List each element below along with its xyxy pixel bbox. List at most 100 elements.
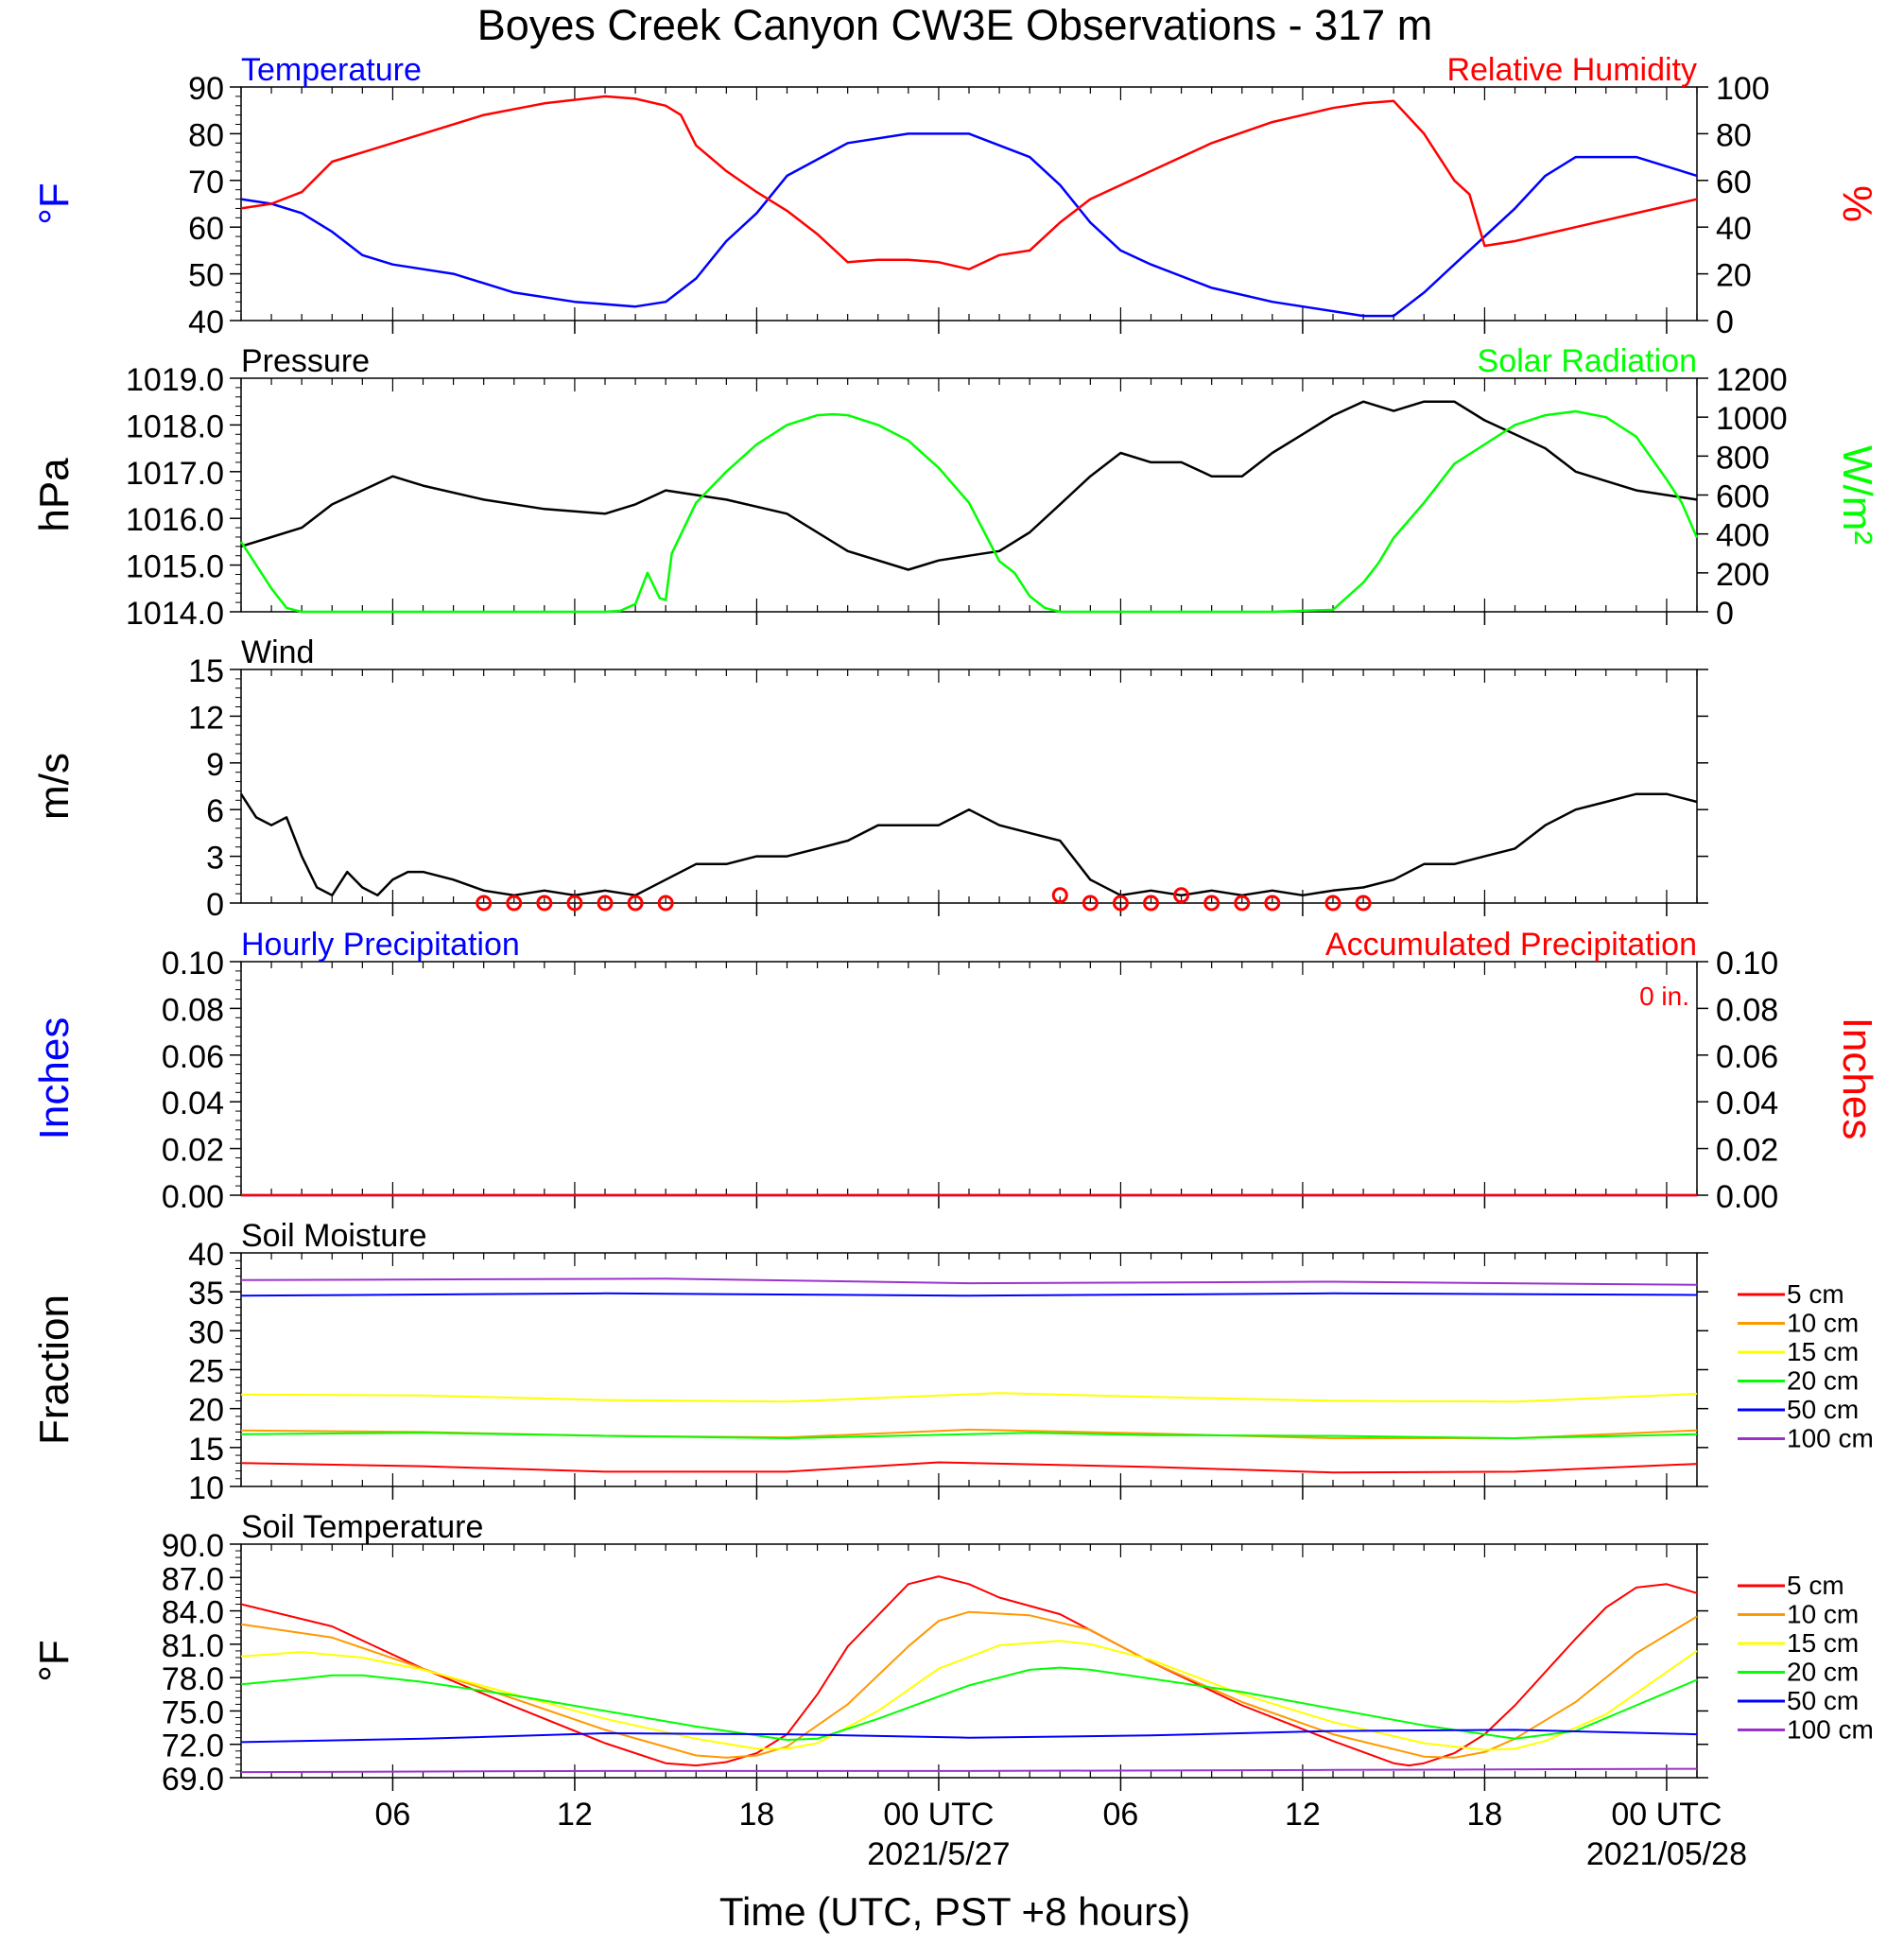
y-tick-label-left: 25 (188, 1354, 224, 1390)
series-line-0 (240, 400, 1698, 571)
x-tick-label: 00 UTC (883, 1797, 994, 1833)
series-line-50-cm (240, 1292, 1698, 1297)
y-tick-label-left: 3 (206, 841, 224, 877)
y-tick-label-right: 40 (1716, 211, 1752, 247)
legend-label: 20 cm (1787, 1366, 1859, 1396)
series-line-20-cm (240, 1432, 1698, 1439)
calm-wind-marker (1264, 895, 1281, 912)
panel-soil-temperature: 90.087.084.081.078.075.072.069.0 Soil Tem… (31, 1509, 1874, 1798)
y-tick-label-left: 1015.0 (126, 549, 224, 585)
calm-wind-marker (1143, 895, 1159, 912)
legend-label: 20 cm (1787, 1658, 1859, 1687)
calm-wind-marker (597, 895, 614, 912)
y-axis-label-right: W/m² (1834, 445, 1880, 545)
y-tick-label-left: 87.0 (162, 1561, 224, 1597)
series-line-0 (239, 792, 1698, 897)
y-tick-label-left: 72.0 (162, 1729, 224, 1764)
calm-wind-marker (536, 895, 553, 912)
figure-title: Boyes Creek Canyon CW3E Observations - 3… (477, 1, 1432, 49)
x-tick-label: 12 (1285, 1797, 1321, 1833)
y-tick-label-left: 0.04 (162, 1086, 224, 1121)
y-tick-label-left: 60 (188, 211, 224, 247)
calm-wind-marker (1203, 895, 1220, 912)
calm-wind-marker (566, 895, 583, 912)
x-axis-title: Time (UTC, PST +8 hours) (719, 1889, 1190, 1934)
panel-title-left: Soil Moisture (241, 1218, 427, 1254)
x-tick-label: 00 UTC (1611, 1797, 1722, 1833)
y-axis-label-left: °F (31, 182, 78, 224)
series-line-20-cm (240, 1666, 1698, 1741)
y-axis-label-left: °F (31, 1640, 78, 1681)
y-tick-label-left: 69.0 (162, 1762, 224, 1798)
x-tick-label: 18 (1467, 1797, 1503, 1833)
legend-label: 100 cm (1787, 1715, 1874, 1745)
calm-wind-marker (1324, 895, 1341, 912)
calm-wind-marker (476, 895, 493, 912)
series-line-1 (239, 409, 1699, 614)
legend-label: 10 cm (1787, 1309, 1859, 1338)
y-tick-label-left: 81.0 (162, 1628, 224, 1664)
y-tick-label-left: 75.0 (162, 1694, 224, 1730)
calm-wind-marker (657, 895, 674, 912)
legend-label: 5 cm (1787, 1571, 1844, 1600)
x-tick-label: 06 (1103, 1797, 1139, 1833)
calm-wind-marker (1082, 895, 1099, 912)
y-tick-label-right: 60 (1716, 165, 1752, 200)
y-tick-label-left: 0.08 (162, 992, 224, 1028)
series-line-100-cm (240, 1767, 1698, 1774)
legend-label: 5 cm (1787, 1279, 1844, 1309)
y-tick-label-right: 0.00 (1716, 1179, 1778, 1215)
x-date-label: 2021/05/28 (1586, 1836, 1747, 1872)
series-line-10-cm (240, 1610, 1698, 1759)
x-date-label: 2021/5/27 (867, 1836, 1010, 1872)
y-axis-label-left: Inches (31, 1017, 78, 1140)
series-line-5-cm (240, 1461, 1698, 1474)
y-tick-label-left: 9 (206, 747, 224, 783)
y-tick-label-right: 1200 (1716, 362, 1788, 398)
panel-title-left: Soil Temperature (241, 1509, 483, 1545)
y-tick-label-left: 15 (188, 653, 224, 689)
y-tick-label-left: 90 (188, 71, 224, 107)
series-line-5-cm (240, 1575, 1698, 1767)
x-tick-label: 12 (557, 1797, 593, 1833)
y-tick-label-left: 1014.0 (126, 596, 224, 632)
y-tick-label-left: 35 (188, 1276, 224, 1312)
series-line-0 (240, 132, 1698, 318)
series-line-1 (240, 95, 1698, 270)
y-tick-label-left: 78.0 (162, 1661, 224, 1697)
y-tick-label-right: 0.02 (1716, 1133, 1778, 1169)
legend-label: 50 cm (1787, 1686, 1859, 1715)
calm-wind-marker (506, 895, 523, 912)
y-tick-label-left: 12 (188, 700, 224, 736)
y-tick-label-right: 80 (1716, 117, 1752, 153)
y-tick-label-left: 0.00 (162, 1179, 224, 1215)
panel-title-right: Accumulated Precipitation (1325, 927, 1697, 963)
y-tick-label-right: 400 (1716, 518, 1770, 554)
panel-title-right: Solar Radiation (1478, 343, 1697, 379)
y-tick-label-left: 40 (188, 1237, 224, 1273)
panel-title-right: Relative Humidity (1446, 52, 1697, 88)
y-tick-label-left: 0 (206, 887, 224, 923)
plot-frame (240, 669, 1698, 904)
x-tick-label: 18 (739, 1797, 775, 1833)
calm-wind-marker (627, 895, 644, 912)
legend-label: 10 cm (1787, 1600, 1859, 1629)
y-tick-label-left: 90.0 (162, 1528, 224, 1564)
panel-title-left: Pressure (241, 343, 370, 379)
panel-temperature-humidity: 90 80 70 60 50 40 100 80 60 40 20 0 Temperature Relat… (31, 52, 1880, 340)
y-tick-label-right: 800 (1716, 440, 1770, 476)
plot-frame (240, 1252, 1698, 1487)
y-axis-label-right: Inches (1834, 1017, 1880, 1140)
y-tick-label-left: 20 (188, 1393, 224, 1429)
y-tick-label-left: 0.02 (162, 1133, 224, 1169)
calm-wind-marker (1173, 887, 1190, 904)
y-tick-label-left: 10 (188, 1470, 224, 1506)
y-axis-label-left: Fraction (31, 1294, 78, 1445)
y-tick-label-left: 1019.0 (126, 362, 224, 398)
series-line-50-cm (240, 1729, 1698, 1744)
y-tick-label-left: 1018.0 (126, 408, 224, 444)
series-line-15-cm (240, 1392, 1698, 1403)
x-tick-label: 06 (375, 1797, 411, 1833)
y-tick-label-right: 600 (1716, 479, 1770, 515)
calm-wind-marker (1234, 895, 1251, 912)
